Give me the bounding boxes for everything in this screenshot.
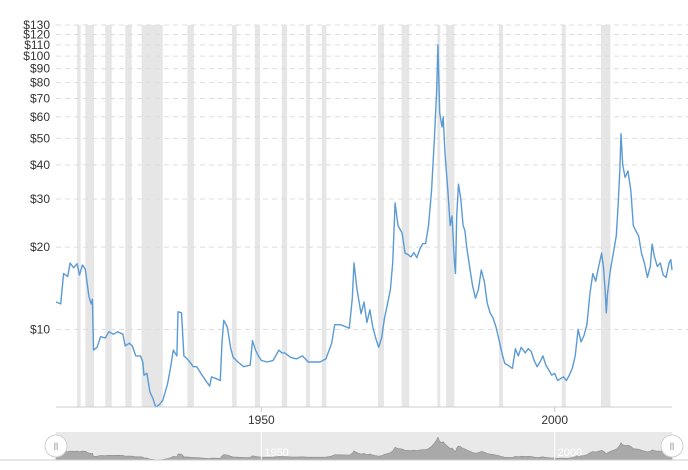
navigator-right-handle[interactable] <box>660 434 684 458</box>
recession-band <box>401 25 410 407</box>
y-axis-tick-labels: $130$120$110$100$90$80$70 $60 $50 $40 $30 $20… <box>23 18 50 336</box>
y-tick-label: $120 <box>23 27 50 41</box>
price-series-line <box>55 44 673 408</box>
recession-band <box>254 25 261 407</box>
y-tick-label: $30 <box>30 192 50 206</box>
recession-band <box>125 25 132 407</box>
y-tick-label: $50 <box>30 131 50 145</box>
y-tick-label: $60 <box>30 110 50 124</box>
recession-band <box>105 25 112 407</box>
plot-area <box>55 44 673 408</box>
y-tick-label: $90 <box>30 62 50 76</box>
navigator-left-handle-grip-icon: ll <box>54 442 58 453</box>
recession-band <box>187 25 194 407</box>
navigator-right-handle-grip-icon: ll <box>670 442 674 453</box>
navigator-tick-label: 2000 <box>558 447 582 459</box>
y-tick-label: $20 <box>30 240 50 254</box>
x-tick-label: 2000 <box>541 413 568 427</box>
recession-band <box>321 25 327 407</box>
y-tick-label: $40 <box>30 158 50 172</box>
y-tick-label: $80 <box>30 76 50 90</box>
y-tick-label: $70 <box>30 91 50 105</box>
y-tick-label: $100 <box>23 49 50 63</box>
y-tick-label: $10 <box>30 322 50 336</box>
navigator-left-handle[interactable] <box>44 434 68 458</box>
recession-band <box>498 25 504 407</box>
recession-band <box>305 25 311 407</box>
x-axis-ticks: 1950 2000 <box>248 407 568 427</box>
x-tick-label: 1950 <box>248 413 275 427</box>
recession-band <box>437 25 441 407</box>
recession-bands <box>77 25 611 407</box>
y-tick-label: $110 <box>24 38 50 52</box>
recession-band <box>281 25 288 407</box>
recession-band <box>561 25 566 407</box>
range-navigator[interactable]: 1950 2000 ll ll <box>0 432 688 461</box>
navigator-tick-label: 1950 <box>264 447 288 459</box>
recession-band <box>77 25 81 407</box>
recession-band <box>601 25 611 407</box>
gridlines <box>56 24 688 330</box>
y-tick-label: $130 <box>23 18 50 32</box>
recession-band <box>141 25 163 407</box>
recession-band <box>85 25 95 407</box>
recession-band <box>378 25 384 407</box>
recession-band <box>232 25 237 407</box>
